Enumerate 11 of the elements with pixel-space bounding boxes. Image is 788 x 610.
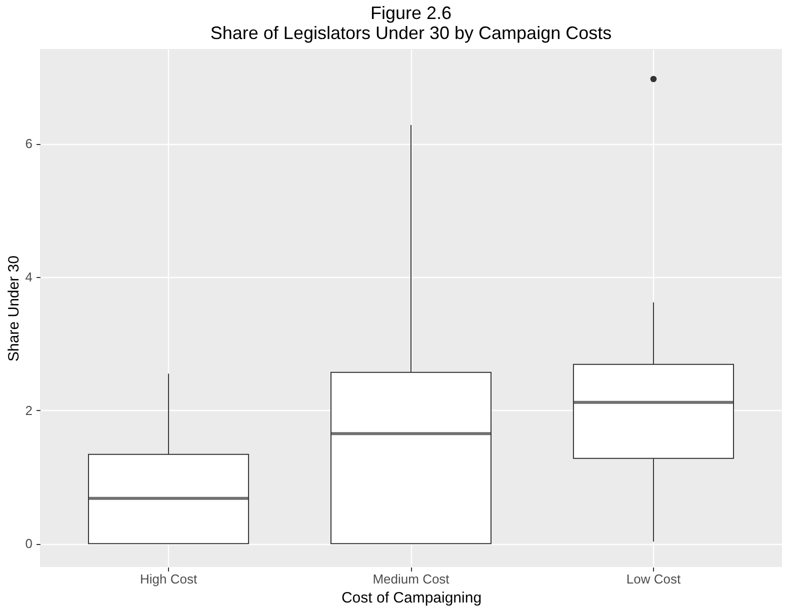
y-tick-label: 4 [25,270,32,284]
y-axis-title: Share Under 30 [5,256,22,362]
chart-subtitle: Share of Legislators Under 30 by Campaign Costs [210,23,612,43]
y-tick-label: 6 [25,136,32,152]
x-tick-label: Medium Cost [372,572,450,586]
chart-title: Figure 2.6 [370,3,452,23]
x-tick-label: High Cost [140,572,198,586]
x-tick-label: Low Cost [626,572,681,586]
y-tick-label: 0 [25,536,32,552]
x-axis-title: Cost of Campaigning [341,590,482,606]
y-tick-label: 2 [25,402,32,418]
